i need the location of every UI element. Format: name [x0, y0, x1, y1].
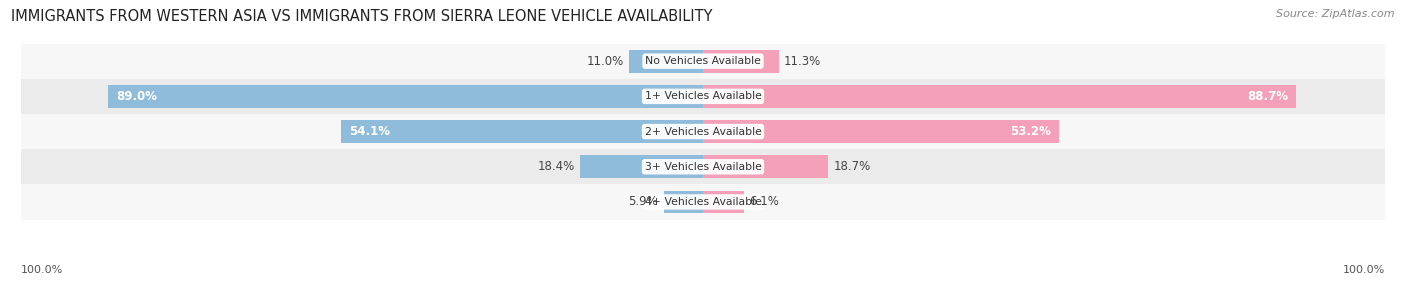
Bar	[21, 43, 1385, 79]
Text: 6.1%: 6.1%	[749, 195, 779, 208]
Text: Source: ZipAtlas.com: Source: ZipAtlas.com	[1277, 9, 1395, 19]
Text: 100.0%: 100.0%	[1343, 265, 1385, 275]
Text: 11.3%: 11.3%	[785, 55, 821, 68]
Bar	[21, 149, 1385, 184]
Bar	[703, 190, 744, 213]
Bar	[703, 155, 828, 178]
Text: 89.0%: 89.0%	[117, 90, 157, 103]
Text: 1+ Vehicles Available: 1+ Vehicles Available	[644, 91, 762, 101]
Text: 53.2%: 53.2%	[1010, 125, 1050, 138]
Bar	[108, 85, 703, 108]
Bar	[21, 114, 1385, 149]
Bar	[703, 120, 1059, 143]
Text: IMMIGRANTS FROM WESTERN ASIA VS IMMIGRANTS FROM SIERRA LEONE VEHICLE AVAILABILIT: IMMIGRANTS FROM WESTERN ASIA VS IMMIGRAN…	[11, 9, 713, 23]
Text: 11.0%: 11.0%	[586, 55, 624, 68]
Text: No Vehicles Available: No Vehicles Available	[645, 56, 761, 66]
Text: 2+ Vehicles Available: 2+ Vehicles Available	[644, 127, 762, 136]
Text: 100.0%: 100.0%	[21, 265, 63, 275]
Bar	[21, 184, 1385, 220]
Text: 4+ Vehicles Available: 4+ Vehicles Available	[644, 197, 762, 207]
Bar	[703, 85, 1296, 108]
Text: 54.1%: 54.1%	[349, 125, 391, 138]
Bar	[664, 190, 703, 213]
Bar	[581, 155, 703, 178]
Text: 3+ Vehicles Available: 3+ Vehicles Available	[644, 162, 762, 172]
Text: 18.7%: 18.7%	[834, 160, 870, 173]
Bar	[21, 79, 1385, 114]
Bar	[630, 50, 703, 73]
Bar	[703, 50, 779, 73]
Text: 18.4%: 18.4%	[537, 160, 575, 173]
Text: 88.7%: 88.7%	[1247, 90, 1288, 103]
Text: 5.9%: 5.9%	[628, 195, 658, 208]
Bar	[342, 120, 703, 143]
